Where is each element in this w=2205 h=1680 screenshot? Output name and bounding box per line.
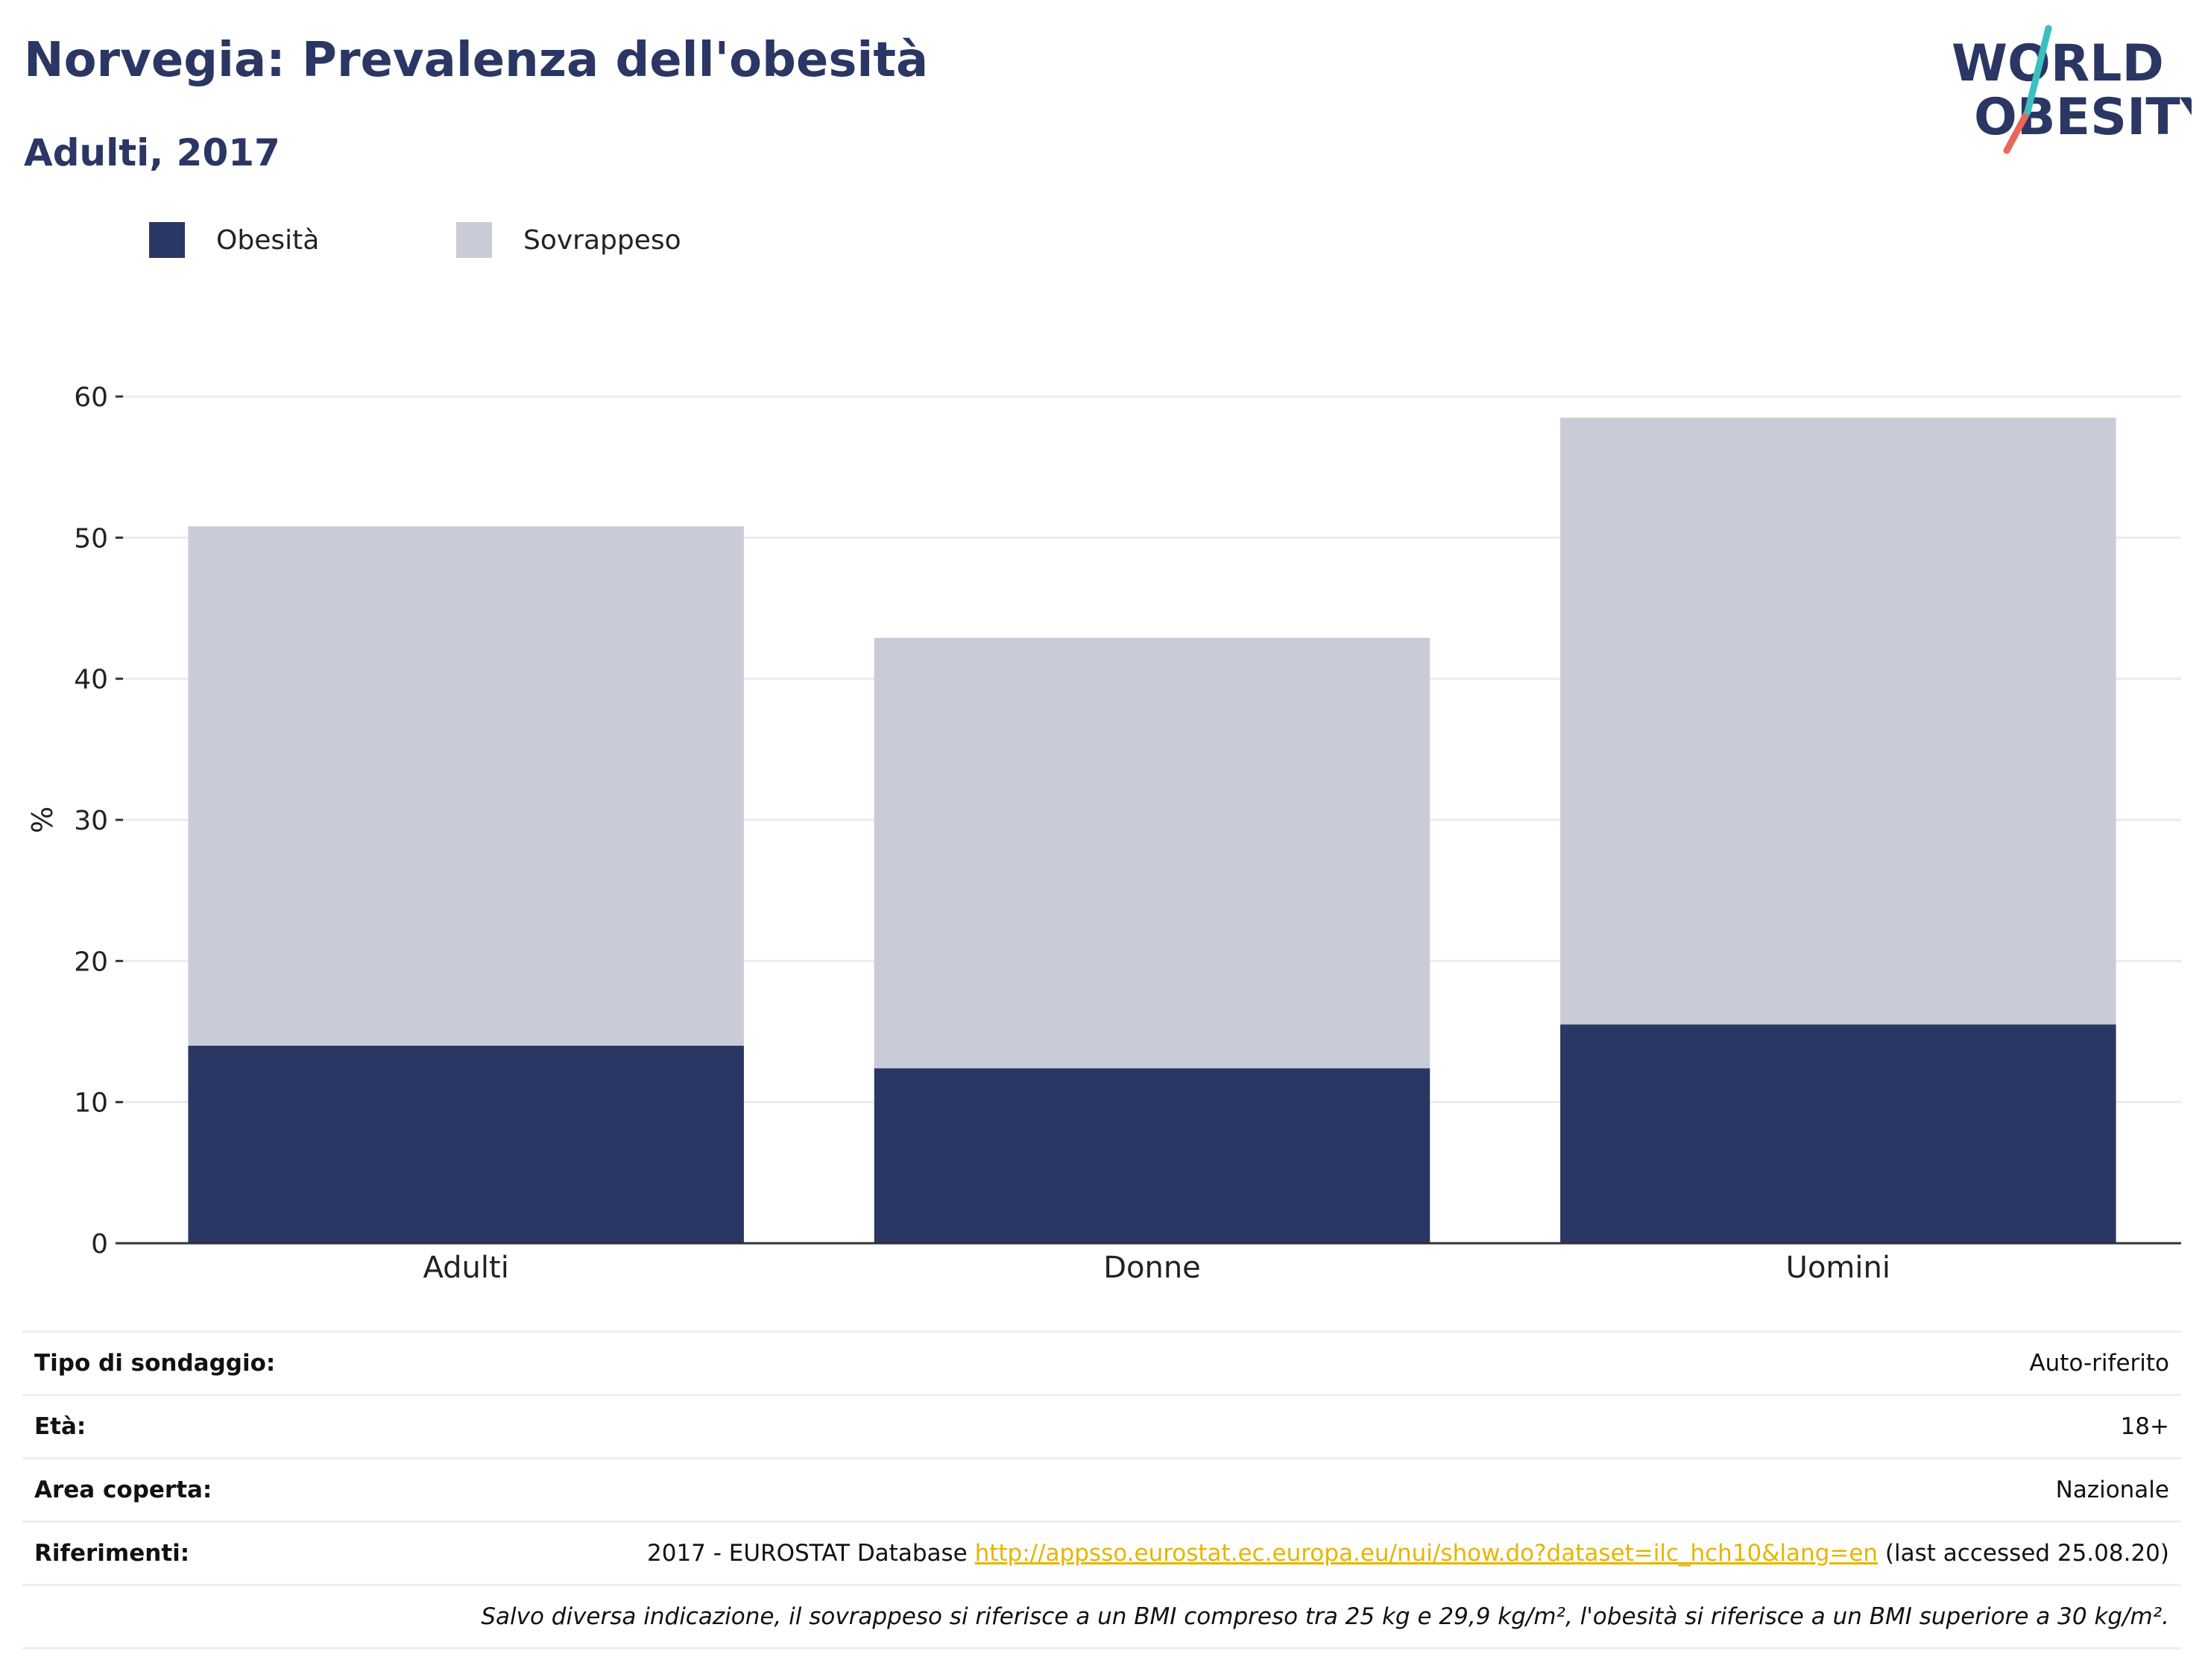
y-tick-label: 40: [74, 665, 108, 695]
info-label: Riferimenti:: [22, 1521, 338, 1586]
x-tick-label: Uomini: [1786, 1251, 1890, 1285]
logo-slash-teal: [2024, 25, 2052, 116]
y-tick-label: 20: [74, 947, 108, 977]
references-value: 2017 - EUROSTAT Database http://appsso.e…: [338, 1521, 2181, 1586]
logo-slash-coral: [2003, 108, 2031, 154]
bar-obesit-adulti: [188, 1045, 744, 1243]
references-link[interactable]: http://appsso.eurostat.ec.europa.eu/nui/…: [974, 1540, 1878, 1567]
info-row-survey-type: Tipo di sondaggio: Auto-riferito: [22, 1330, 2181, 1396]
legend-swatch-obesita: [149, 222, 185, 258]
info-table: Tipo di sondaggio: Auto-riferito Età: 18…: [22, 1330, 2181, 1649]
world-obesity-logo: WORLD OBESITY: [1952, 25, 2192, 154]
info-row-area: Area coperta: Nazionale: [22, 1458, 2181, 1523]
legend-label-sovrappeso: Sovrappeso: [523, 224, 681, 256]
y-tick-label: 0: [91, 1229, 108, 1260]
references-suffix: (last accessed 25.08.20): [1878, 1540, 2169, 1567]
info-value: Nazionale: [338, 1458, 2181, 1523]
logo-line-2: OBESITY: [1974, 88, 2192, 147]
info-row-age: Età: 18+: [22, 1395, 2181, 1459]
y-tick-label: 30: [74, 806, 108, 836]
info-value: Auto-riferito: [338, 1330, 2181, 1396]
logo-line-1: WORLD: [1952, 34, 2164, 93]
info-value: 18+: [338, 1395, 2181, 1459]
references-prefix: 2017 - EUROSTAT Database: [647, 1540, 975, 1567]
info-label: Età:: [22, 1395, 338, 1459]
bar-sovrappeso-adulti: [188, 526, 744, 1046]
legend-label-obesita: Obesità: [216, 224, 320, 256]
y-tick-label: 60: [74, 382, 108, 413]
x-tick-label: Adulti: [423, 1251, 509, 1285]
legend-swatch-sovrappeso: [456, 222, 492, 258]
legend-item-obesita: Obesità: [149, 221, 319, 259]
legend-item-sovrappeso: Sovrappeso: [456, 221, 681, 259]
bar-obesit-uomini: [1560, 1024, 2116, 1243]
info-row-note: Salvo diversa indicazione, il sovrappeso…: [22, 1585, 2181, 1649]
bmi-note: Salvo diversa indicazione, il sovrappeso…: [22, 1585, 2181, 1649]
y-tick-label: 10: [74, 1088, 108, 1119]
stacked-bar-chart: 0 10 20 30 40 50 60% Adulti Donne Uomini: [26, 382, 2181, 1285]
page-title: Norvegia: Prevalenza dell'obesità: [24, 33, 929, 88]
y-axis-label: %: [26, 806, 59, 833]
info-row-references: Riferimenti: 2017 - EUROSTAT Database ht…: [22, 1521, 2181, 1586]
bar-sovrappeso-donne: [874, 637, 1430, 1069]
bar-obesit-donne: [874, 1068, 1430, 1243]
bar-sovrappeso-uomini: [1560, 417, 2116, 1025]
info-label: Area coperta:: [22, 1458, 338, 1523]
y-tick-label: 50: [74, 523, 108, 554]
x-tick-label: Donne: [1103, 1251, 1201, 1285]
info-label: Tipo di sondaggio:: [22, 1330, 338, 1396]
page-subtitle: Adulti, 2017: [24, 131, 280, 174]
